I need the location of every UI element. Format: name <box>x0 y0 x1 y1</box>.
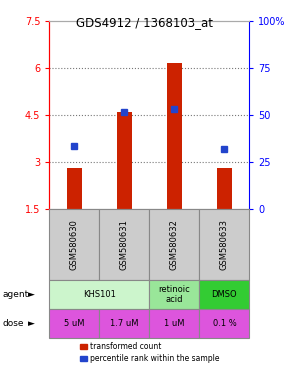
Text: 0.1 %: 0.1 % <box>213 319 236 328</box>
Bar <box>200 280 249 309</box>
Text: agent: agent <box>3 290 29 299</box>
Bar <box>149 309 200 338</box>
Text: retinoic
acid: retinoic acid <box>159 285 190 305</box>
Text: GSM580630: GSM580630 <box>70 219 79 270</box>
Legend: transformed count, percentile rank within the sample: transformed count, percentile rank withi… <box>80 342 219 363</box>
Bar <box>67 168 82 209</box>
Bar <box>149 280 200 309</box>
Text: KHS101: KHS101 <box>83 290 116 299</box>
Text: dose: dose <box>3 319 24 328</box>
Text: GDS4912 / 1368103_at: GDS4912 / 1368103_at <box>77 16 213 29</box>
Bar <box>117 112 132 209</box>
Bar <box>49 280 149 309</box>
Text: 5 uM: 5 uM <box>64 319 85 328</box>
Bar <box>99 209 149 280</box>
Text: ►: ► <box>28 319 35 328</box>
Text: GSM580632: GSM580632 <box>170 219 179 270</box>
Bar <box>217 168 232 209</box>
Bar <box>49 309 99 338</box>
Bar <box>200 309 249 338</box>
Text: 1.7 uM: 1.7 uM <box>110 319 139 328</box>
Bar <box>167 63 182 209</box>
Bar <box>49 209 99 280</box>
Text: GSM580631: GSM580631 <box>120 219 129 270</box>
Text: GSM580633: GSM580633 <box>220 219 229 270</box>
Text: 1 uM: 1 uM <box>164 319 185 328</box>
Bar <box>200 209 249 280</box>
Text: ►: ► <box>28 290 35 299</box>
Bar <box>99 309 149 338</box>
Bar <box>149 209 200 280</box>
Text: DMSO: DMSO <box>212 290 237 299</box>
